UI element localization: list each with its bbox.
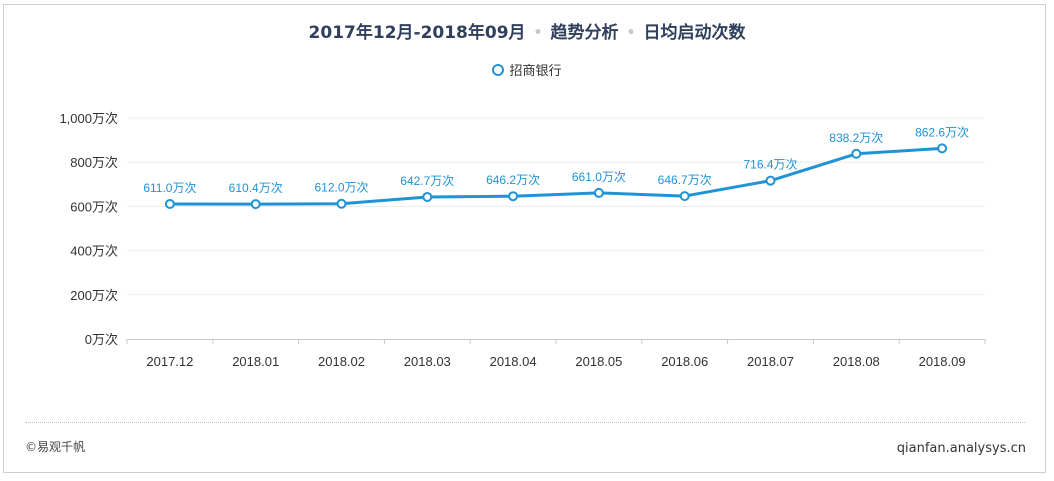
data-point: [422, 191, 433, 202]
x-tick-label: 2018.05: [575, 354, 622, 369]
data-point: [164, 198, 175, 209]
data-point: [508, 191, 519, 202]
y-tick-label: 800万次: [70, 155, 118, 170]
series-line: [169, 146, 943, 206]
data-label: 646.7万次: [658, 173, 712, 187]
data-label: 661.0万次: [572, 170, 626, 184]
legend-marker-icon: [492, 64, 505, 76]
x-tick-label: 2018.02: [318, 354, 365, 369]
title-separator-dot: •: [533, 25, 543, 41]
title-period: 2017年12月-2018年09月: [308, 23, 526, 43]
data-label: 646.2万次: [486, 173, 540, 187]
x-tick-label: 2018.01: [232, 354, 279, 369]
y-tick-label: 600万次: [70, 199, 118, 214]
chart-frame: [3, 4, 1046, 473]
x-tick-label: 2018.06: [661, 354, 708, 369]
data-point: [851, 148, 862, 159]
legend-label: 招商银行: [509, 64, 562, 79]
footer-divider: [25, 422, 1025, 423]
chart-legend[interactable]: 招商银行: [0, 60, 1054, 79]
data-point: [336, 198, 347, 209]
data-point: [593, 187, 604, 198]
data-point: [250, 199, 261, 210]
title-separator-dot: •: [626, 25, 636, 41]
x-tick-label: 2018.07: [747, 354, 794, 369]
data-label: 716.4万次: [743, 158, 797, 172]
y-tick-label: 0万次: [85, 332, 118, 347]
x-tick-label: 2018.08: [833, 354, 880, 369]
title-metric: 日均启动次数: [643, 23, 746, 43]
y-tick-label: 1,000万次: [59, 111, 118, 126]
x-tick-label: 2018.04: [490, 354, 537, 369]
data-label: 612.0万次: [314, 181, 368, 195]
data-point: [937, 143, 948, 154]
data-label: 642.7万次: [400, 174, 454, 188]
site-url: qianfan.analysys.cn: [896, 441, 1026, 456]
data-label: 610.4万次: [229, 181, 283, 195]
data-label: 838.2万次: [829, 131, 883, 145]
y-tick-label: 400万次: [70, 244, 118, 259]
brand-watermark: ©易观千帆: [25, 440, 86, 454]
data-point: [765, 175, 776, 186]
data-label: 611.0万次: [143, 181, 196, 195]
chart-title: 2017年12月-2018年09月 • 趋势分析 • 日均启动次数: [0, 18, 1054, 43]
data-label: 862.6万次: [915, 125, 969, 139]
title-section: 趋势分析: [550, 23, 619, 43]
x-tick-label: 2018.03: [404, 354, 451, 369]
x-tick-label: 2017.12: [146, 354, 193, 369]
y-tick-label: 200万次: [70, 288, 118, 303]
x-tick-label: 2018.09: [919, 354, 966, 369]
data-point: [679, 191, 690, 202]
